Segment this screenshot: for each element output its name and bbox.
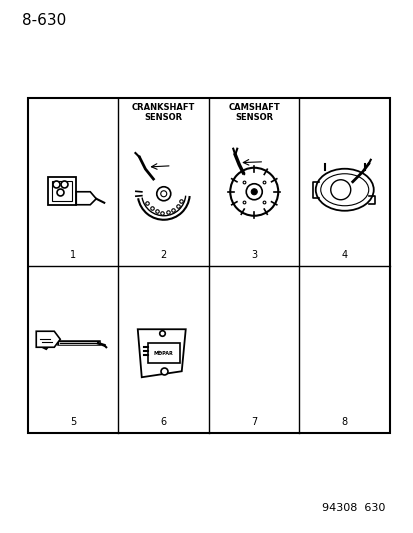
Text: 8-630: 8-630 [22, 13, 66, 28]
Text: 94308  630: 94308 630 [321, 503, 384, 513]
Circle shape [230, 168, 278, 216]
Polygon shape [36, 331, 60, 348]
Bar [28, 98, 389, 433]
Bar [52, 181, 72, 201]
Polygon shape [76, 192, 96, 205]
Bar [147, 343, 179, 364]
Circle shape [251, 189, 256, 195]
Polygon shape [38, 333, 56, 349]
Bar [48, 177, 76, 205]
Circle shape [330, 180, 350, 200]
Text: 1: 1 [70, 249, 76, 260]
Text: 4: 4 [341, 249, 347, 260]
Text: MOPAR: MOPAR [154, 351, 173, 356]
Text: 7: 7 [251, 417, 257, 427]
Circle shape [157, 187, 170, 201]
Text: CRANKSHAFT
SENSOR: CRANKSHAFT SENSOR [132, 103, 195, 123]
Text: CAMSHAFT
SENSOR: CAMSHAFT SENSOR [228, 103, 280, 123]
Text: 8: 8 [341, 417, 347, 427]
Ellipse shape [315, 169, 373, 211]
Ellipse shape [320, 174, 368, 206]
Text: 2: 2 [160, 249, 166, 260]
Text: 5: 5 [70, 417, 76, 427]
Text: 3: 3 [251, 249, 257, 260]
Circle shape [160, 191, 166, 197]
Text: +: + [154, 350, 160, 356]
Circle shape [246, 184, 261, 200]
Text: 6: 6 [160, 417, 166, 427]
Polygon shape [138, 329, 185, 377]
